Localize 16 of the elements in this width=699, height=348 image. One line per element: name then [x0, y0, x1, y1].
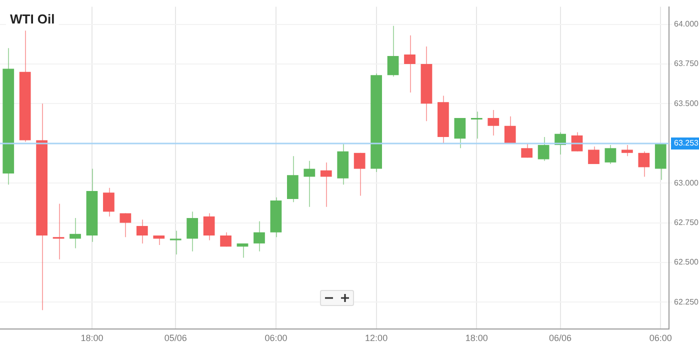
ref-line-label: 63.253	[674, 138, 699, 148]
x-tick-label: 06:00	[649, 333, 672, 344]
y-tick-label: 63.750	[674, 59, 699, 68]
y-tick-label: 64.000	[674, 19, 699, 28]
x-tick-label: 06:00	[264, 333, 288, 344]
x-tick-label: 18:00	[80, 333, 104, 344]
x-tick-label: 05/06	[164, 333, 187, 344]
y-tick-label: 62.500	[674, 258, 699, 267]
x-tick-label: 12:00	[365, 333, 388, 344]
chart-title: WTI Oil	[10, 11, 55, 26]
y-tick-label: 62.750	[674, 218, 699, 227]
y-tick-label: 63.000	[674, 178, 699, 188]
y-tick-label: 63.500	[674, 98, 699, 108]
x-tick-label: 06/06	[549, 333, 572, 344]
y-tick-label: 62.250	[674, 297, 699, 306]
x-tick-label: 18:00	[465, 333, 488, 344]
